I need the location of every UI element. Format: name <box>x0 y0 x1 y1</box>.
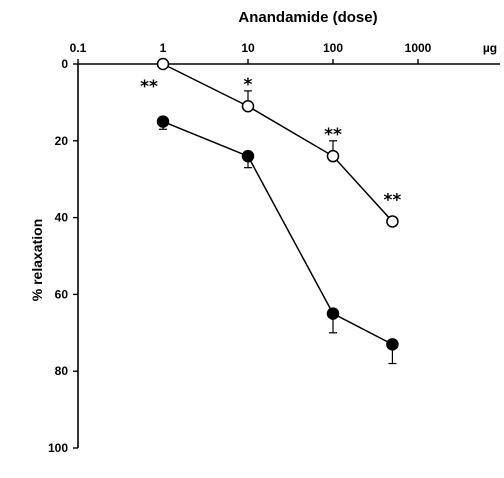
axes: 0.1 1 10 100 1000 µg 0 20 40 60 80 100 <box>48 41 500 455</box>
x-tick-label: 0.1 <box>70 41 87 55</box>
series-1-point <box>386 215 399 228</box>
series-2-point <box>326 307 340 320</box>
y-tick-label: 80 <box>55 364 69 378</box>
x-tick-label: 1000 <box>405 41 432 55</box>
y-tick-label: 60 <box>55 287 69 301</box>
series-1-point <box>156 57 170 71</box>
significance-annotation: ** <box>140 77 158 97</box>
plot-area: ** ***** <box>140 57 402 365</box>
significance-annotation: ** <box>324 125 342 145</box>
series-1-point <box>326 149 340 163</box>
x-tick-label: 100 <box>323 41 343 55</box>
series-2-point <box>386 338 399 351</box>
chart-title: Anandamide (dose) <box>238 9 377 26</box>
series-2-point <box>156 115 170 128</box>
series-2-line <box>162 120 393 345</box>
y-tick-label: 100 <box>48 441 68 455</box>
significance-annotation: ** <box>384 190 402 210</box>
series-1-point <box>241 99 255 113</box>
x-tick-label: 10 <box>241 41 255 55</box>
y-tick-label: 40 <box>55 211 69 225</box>
x-unit-label: µg <box>483 41 497 55</box>
x-tick-label: 1 <box>160 41 167 55</box>
series-2-point <box>241 149 255 163</box>
significance-annotation: * <box>244 75 253 95</box>
y-tick-label: 0 <box>61 57 68 71</box>
y-tick-label: 20 <box>55 134 69 148</box>
y-axis-label: % relaxation <box>29 219 45 301</box>
series-1-line <box>162 63 393 222</box>
